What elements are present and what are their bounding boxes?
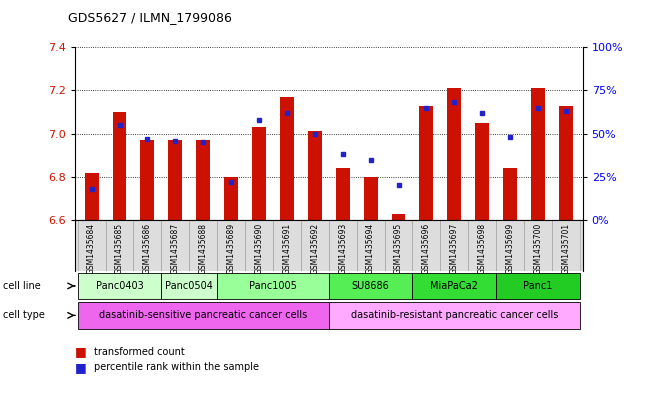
- Bar: [329, 220, 357, 271]
- Text: GSM1435700: GSM1435700: [534, 222, 542, 274]
- Bar: [413, 220, 440, 271]
- Bar: [113, 112, 126, 220]
- Text: GSM1435691: GSM1435691: [283, 222, 292, 274]
- Bar: [559, 106, 573, 220]
- Bar: [308, 132, 322, 220]
- Text: GSM1435697: GSM1435697: [450, 222, 459, 274]
- Text: GSM1435692: GSM1435692: [311, 222, 319, 274]
- Bar: [133, 220, 161, 271]
- Text: GSM1435688: GSM1435688: [199, 222, 208, 274]
- Text: GSM1435701: GSM1435701: [561, 222, 570, 274]
- Bar: [161, 220, 189, 271]
- Bar: [77, 220, 105, 271]
- Text: Panc1005: Panc1005: [249, 281, 297, 291]
- Bar: [141, 140, 154, 220]
- Text: MiaPaCa2: MiaPaCa2: [430, 281, 478, 291]
- Bar: [413, 273, 496, 299]
- Bar: [503, 168, 517, 220]
- Bar: [552, 220, 580, 271]
- Bar: [336, 168, 350, 220]
- Bar: [385, 220, 413, 271]
- Bar: [440, 220, 468, 271]
- Text: dasatinib-sensitive pancreatic cancer cells: dasatinib-sensitive pancreatic cancer ce…: [99, 310, 307, 320]
- Bar: [196, 140, 210, 220]
- Bar: [391, 214, 406, 220]
- Bar: [217, 273, 329, 299]
- Bar: [357, 220, 385, 271]
- Text: GSM1435686: GSM1435686: [143, 222, 152, 274]
- Text: Panc0403: Panc0403: [96, 281, 143, 291]
- Bar: [273, 220, 301, 271]
- Text: Panc1: Panc1: [523, 281, 553, 291]
- Text: GSM1435685: GSM1435685: [115, 222, 124, 274]
- Bar: [524, 220, 552, 271]
- Text: GSM1435684: GSM1435684: [87, 222, 96, 274]
- Bar: [329, 302, 580, 329]
- Text: GSM1435695: GSM1435695: [394, 222, 403, 274]
- Text: ■: ■: [75, 361, 87, 374]
- Text: GSM1435696: GSM1435696: [422, 222, 431, 274]
- Bar: [419, 106, 434, 220]
- Bar: [447, 88, 462, 220]
- Bar: [169, 140, 182, 220]
- Text: SU8686: SU8686: [352, 281, 389, 291]
- Bar: [217, 220, 245, 271]
- Text: GSM1435689: GSM1435689: [227, 222, 236, 274]
- Text: transformed count: transformed count: [94, 347, 185, 357]
- Bar: [280, 97, 294, 220]
- Text: GDS5627 / ILMN_1799086: GDS5627 / ILMN_1799086: [68, 11, 232, 24]
- Text: percentile rank within the sample: percentile rank within the sample: [94, 362, 259, 373]
- Text: GSM1435693: GSM1435693: [339, 222, 347, 274]
- Text: GSM1435690: GSM1435690: [255, 222, 264, 274]
- Text: GSM1435699: GSM1435699: [506, 222, 514, 274]
- Text: ■: ■: [75, 345, 87, 358]
- Bar: [245, 220, 273, 271]
- Bar: [531, 88, 545, 220]
- Bar: [364, 177, 378, 220]
- Text: cell type: cell type: [3, 310, 45, 320]
- Bar: [189, 220, 217, 271]
- Bar: [224, 177, 238, 220]
- Bar: [77, 273, 161, 299]
- Text: cell line: cell line: [3, 281, 41, 291]
- Bar: [85, 173, 98, 220]
- Text: GSM1435698: GSM1435698: [478, 222, 487, 274]
- Bar: [161, 273, 217, 299]
- Bar: [77, 302, 329, 329]
- Bar: [105, 220, 133, 271]
- Text: dasatinib-resistant pancreatic cancer cells: dasatinib-resistant pancreatic cancer ce…: [351, 310, 558, 320]
- Text: GSM1435694: GSM1435694: [366, 222, 375, 274]
- Bar: [496, 220, 524, 271]
- Bar: [468, 220, 496, 271]
- Bar: [252, 127, 266, 220]
- Bar: [329, 273, 413, 299]
- Text: GSM1435687: GSM1435687: [171, 222, 180, 274]
- Bar: [301, 220, 329, 271]
- Bar: [496, 273, 580, 299]
- Text: Panc0504: Panc0504: [165, 281, 213, 291]
- Bar: [475, 123, 489, 220]
